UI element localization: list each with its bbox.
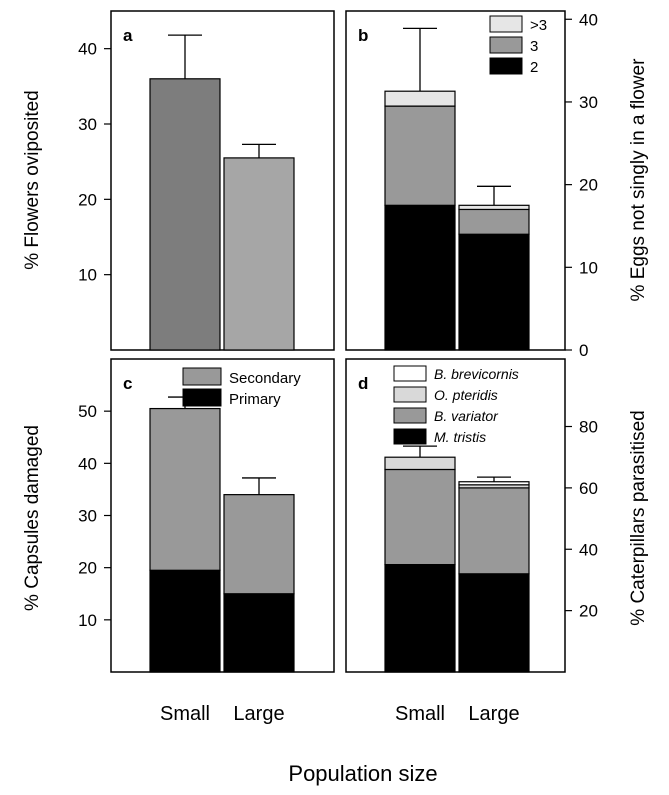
y-axis-label: % Capsules damaged [22, 425, 43, 611]
legend-swatch [489, 57, 523, 75]
y-tick-label: 30 [78, 115, 97, 134]
panels: a 10 20 30 40 % Flowers oviposited b 0 10 20 30 40%… [22, 10, 649, 725]
x-tick-label: Small [160, 703, 210, 725]
legend-label: 2 [530, 59, 538, 76]
bar-segment [149, 569, 221, 673]
y-axis-label: % Eggs not singly in a flower [628, 58, 649, 302]
legend: Secondary Primary [182, 367, 301, 408]
bar [223, 157, 295, 351]
y-axis-label: % Flowers oviposited [22, 90, 43, 270]
y-tick-label: 20 [579, 176, 598, 195]
legend-label: >3 [530, 17, 547, 34]
legend-swatch [393, 407, 427, 424]
bar-segment [384, 90, 456, 107]
panel-b: b 0 10 20 30 40 % Eggs not singly in a flower >… [345, 10, 649, 360]
bar-segment [384, 468, 456, 566]
y-tick-label: 50 [78, 402, 97, 421]
panel-letter: a [123, 26, 133, 45]
legend-swatch [393, 365, 427, 382]
bar-segment [458, 487, 530, 575]
bar-segment [384, 105, 456, 206]
legend-label: O. pteridis [434, 387, 498, 403]
legend: B. brevicornis O. pteridis B. variator M. t… [393, 365, 519, 445]
y-tick-label: 80 [579, 418, 598, 437]
bar-segment [384, 204, 456, 351]
bar-segment [223, 593, 295, 673]
y-axis-label: % Caterpillars parasitised [628, 410, 649, 625]
y-tick-label: 20 [78, 559, 97, 578]
y-tick-label: 40 [78, 40, 97, 59]
y-tick-label: 10 [78, 266, 97, 285]
y-tick-label: 60 [579, 479, 598, 498]
y-tick-label: 20 [579, 602, 598, 621]
legend-swatch [489, 36, 523, 54]
x-tick-label: Large [233, 703, 284, 725]
y-tick-label: 10 [78, 611, 97, 630]
plot-frame [110, 10, 335, 351]
legend-label: Primary [229, 391, 281, 408]
y-tick-label: 40 [579, 10, 598, 29]
y-tick-label: 10 [579, 258, 598, 277]
bar-segment [458, 204, 530, 211]
y-tick-label: 40 [78, 454, 97, 473]
bar-segment [223, 494, 295, 595]
legend-swatch [182, 388, 222, 407]
panel-d: d 20 40 60 80 % Caterpillars parasitised Small… [345, 358, 649, 725]
bar-segment [384, 456, 456, 471]
bar-segment [458, 573, 530, 673]
plot-frame [110, 358, 335, 673]
y-tick-label: 20 [78, 190, 97, 209]
legend-swatch [182, 367, 222, 386]
legend-label: 3 [530, 38, 538, 55]
y-tick-label: 0 [579, 341, 588, 360]
x-tick-label: Large [468, 703, 519, 725]
panel-letter: d [358, 374, 368, 393]
bar [149, 78, 221, 351]
x-axis-label: Population size [288, 761, 437, 786]
bar-segment [458, 481, 530, 486]
legend: >3 3 2 [489, 15, 547, 76]
panel-c: c 10 20 30 40 50 % Capsules damaged Small Large S… [22, 358, 335, 725]
legend-swatch [393, 428, 427, 445]
bar-segment [149, 407, 221, 571]
legend-swatch [393, 386, 427, 403]
y-tick-label: 40 [579, 540, 598, 559]
legend-label: Secondary [229, 370, 301, 387]
panel-a: a 10 20 30 40 % Flowers oviposited [22, 10, 335, 351]
y-tick-label: 30 [78, 507, 97, 526]
panel-letter: b [358, 26, 368, 45]
legend-swatch [489, 15, 523, 33]
legend-label: M. tristis [434, 429, 486, 445]
x-tick-label: Small [395, 703, 445, 725]
y-tick-label: 30 [579, 93, 598, 112]
legend-label: B. brevicornis [434, 366, 519, 382]
bar-segment [384, 563, 456, 673]
legend-label: B. variator [434, 408, 499, 424]
panel-letter: c [123, 374, 132, 393]
bar-segment [458, 208, 530, 235]
bar-segment [458, 233, 530, 351]
